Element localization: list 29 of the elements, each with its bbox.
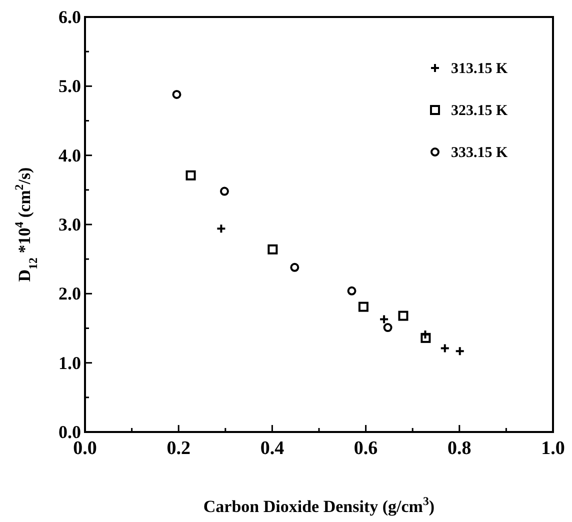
point: [383, 323, 392, 332]
point: [290, 262, 300, 272]
y-tick-label: 6.0: [58, 7, 81, 27]
y-tick-label: 2.0: [58, 284, 81, 304]
y-tick-label: 3.0: [58, 214, 81, 234]
x-tick-label: 1.0: [541, 438, 565, 459]
point: [358, 302, 368, 312]
point: [347, 286, 356, 296]
y-tick-label: 4.0: [58, 145, 81, 166]
point: [220, 186, 229, 196]
point: [440, 344, 449, 352]
legend-label: 313.15 K: [451, 61, 508, 77]
point: [456, 347, 464, 356]
x-tick-label: 0.4: [260, 438, 285, 459]
legend-label: 333.15 K: [451, 145, 508, 161]
y-tick-label: 1.0: [58, 352, 81, 373]
point: [186, 170, 196, 180]
y-tick-label: 5.0: [58, 76, 81, 96]
x-axis-title: Carbon Dioxide Density (g/cm$^{3}$): [203, 494, 435, 516]
point: [380, 315, 388, 324]
point: [268, 244, 278, 254]
point: [420, 332, 431, 343]
x-tick-label: 0.2: [166, 438, 190, 459]
legend-label: 323.15 K: [451, 103, 508, 119]
point: [398, 310, 408, 321]
point: [217, 224, 226, 233]
x-tick-label: 0.6: [354, 438, 378, 459]
point: [172, 90, 182, 99]
x-tick-label: 0.8: [448, 438, 472, 459]
